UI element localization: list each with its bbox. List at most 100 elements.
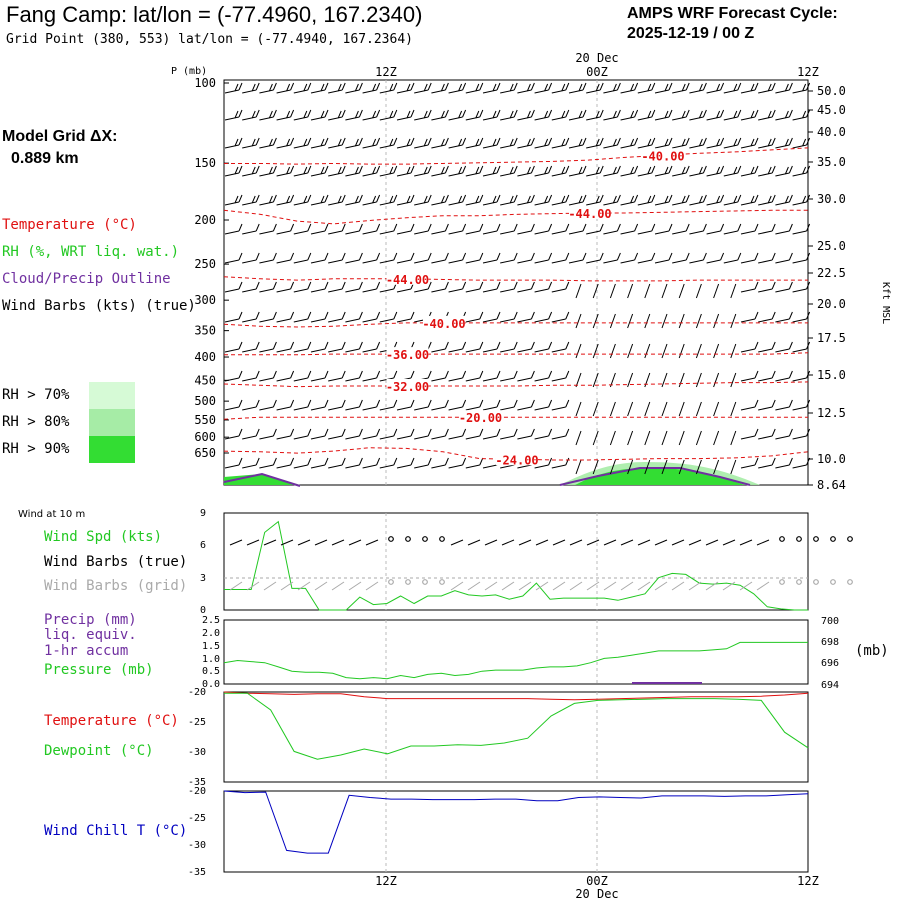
wind-barb-flag [427,399,432,408]
wind-panel-frame [223,512,809,611]
wind-barb-staff [224,116,240,121]
wind-barb [661,343,668,359]
wind-barb-flag [337,195,342,204]
wind-barb-flag [444,281,449,290]
wind-barb [620,137,639,149]
wind-barb-flag [462,399,467,408]
wind-barb [482,137,501,149]
wind-barb-staff [517,89,532,94]
wind-barb-staff [758,230,773,235]
wind-barb-staff [328,89,343,94]
wind-barb-flag [496,281,501,290]
wind-barb-flag [668,252,673,261]
wind-barb-staff [310,172,326,177]
wind-barb-flag [324,428,329,437]
wind-barb-flag [427,165,432,174]
wind-barb-flag [358,223,363,232]
wind-barb [603,165,621,177]
wind-barb [758,370,776,382]
wind-barb-flag [544,166,549,175]
wind-barb-flag [427,428,432,437]
wind-barb-flag [320,110,325,119]
wind-barb-flag [337,138,342,147]
wind-barb-flag [616,223,621,232]
wind-barb-staff [224,377,240,382]
wind-barb [482,165,501,177]
wind-barb-flag [698,195,703,204]
wind-barb-flag [720,223,725,232]
wind-barb-flag [372,83,377,92]
wind-barb-flag [290,399,295,408]
wind-tick-label: 0 [200,605,206,616]
temperature-contour-label: -20.00 [459,411,502,425]
wind-barb [259,223,277,235]
wind-barb-staff [775,464,790,469]
wind-barb-flag [702,82,707,91]
bottom-time-label: 12Z [797,874,819,888]
wind-barb-flag [754,341,759,350]
wind-barb-staff [310,116,326,121]
wind-barb-flag [750,83,755,92]
wind-barb [758,399,776,411]
wind-barb-staff [259,377,274,382]
wind-barb-flag [526,83,531,92]
wind-barb-flag [681,166,686,175]
wind-barb-flag [358,109,363,118]
wind-barb-10m-grid [246,581,260,591]
wind-barb-staff [637,201,652,206]
wind-barb [775,428,793,440]
wind-barb-flag [303,166,308,175]
wind-barb-flag [410,428,415,437]
wind-barb [758,457,776,469]
wind-barb [431,165,449,177]
wind-barb-flag [651,109,656,118]
wind-barb-flag [479,311,484,320]
wind-barb [224,137,243,149]
wind-barb [448,137,467,149]
wind-barb-flag [251,166,256,175]
wind-barb-staff [758,318,773,323]
wind-barb-staff [224,435,240,440]
wind-barb-flag [462,137,467,146]
wind-barb-staff [465,89,480,94]
pressure-tick-label-right: 698 [821,637,839,648]
wind-barb-flag [630,166,635,175]
wind-barb [259,428,277,440]
wind-barb-flag [788,457,793,466]
wind-barb-staff [627,430,634,446]
wind-barb-staff [242,89,257,94]
bottom-time-label: 00Z [586,874,608,888]
wind-barb [592,283,599,299]
wind-barb-staff [534,172,549,177]
wind-barb [482,194,501,206]
wind-barb-flag [462,109,467,118]
temperature-contour [224,147,809,165]
wind-barb-flag [685,137,690,146]
wind-barb-flag [410,82,415,91]
wind-barb [723,109,742,121]
wind-barb [310,457,329,469]
wind-barb-flag [737,223,742,232]
wind-barb-flag [561,110,566,119]
wind-barb-flag [496,428,501,437]
wind-barb-staff [792,89,807,94]
wind-barb-flag [565,252,570,261]
wind-barb-flag [788,428,793,437]
wind-barb-staff [792,348,807,353]
wind-barb-staff [465,259,480,264]
wind-barb [654,109,673,121]
wind-barb-staff [706,144,721,149]
legend-temperature-sfc: Temperature (°C) [44,713,179,729]
wind-barb-flag [771,194,776,203]
wind-barb [586,109,604,121]
wind-barb-staff [654,116,670,121]
wind-barb-flag [307,457,312,466]
wind-barb-10m-grid [586,581,600,591]
wind-barb-flag [771,252,776,261]
wind-barb-staff [224,406,240,411]
wind-barb-flag [599,165,604,174]
upper-air-frame [223,79,809,486]
wind-barb-flag [290,457,295,466]
wind-barb [293,281,312,293]
wind-barb [551,311,570,323]
